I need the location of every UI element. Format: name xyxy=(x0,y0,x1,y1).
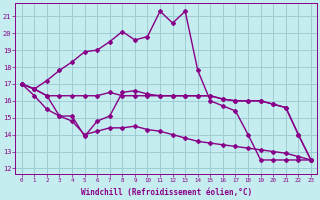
X-axis label: Windchill (Refroidissement éolien,°C): Windchill (Refroidissement éolien,°C) xyxy=(81,188,252,197)
